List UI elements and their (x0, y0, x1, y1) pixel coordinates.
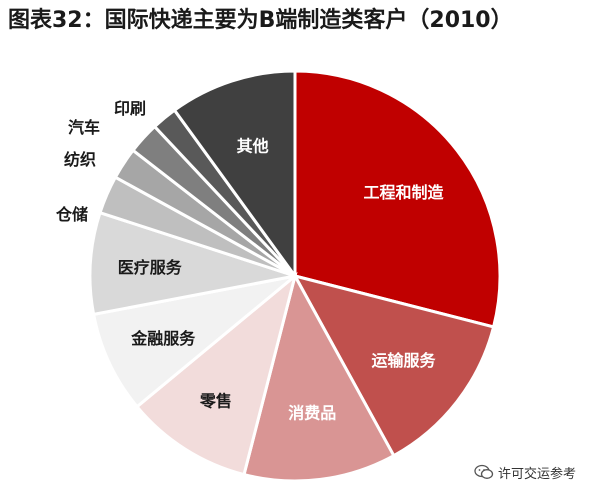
slice-label: 汽车 (68, 118, 100, 137)
slice-label: 纺织 (64, 150, 96, 169)
slice-label: 医疗服务 (118, 258, 183, 277)
chart-title: 图表32：国际快递主要为B端制造类客户（2010） (8, 8, 513, 33)
pie-slice (88, 210, 296, 317)
slice-label: 零售 (199, 392, 232, 411)
pie-slice (91, 274, 296, 409)
slice-label: 印刷 (114, 99, 146, 118)
watermark-text: 许可交运参考 (498, 466, 577, 482)
slice-label: 工程和制造 (363, 183, 444, 202)
watermark: 许可交运参考 (474, 460, 576, 484)
slice-label: 其他 (237, 136, 269, 155)
wechat-icon (474, 464, 494, 479)
slice-label: 金融服务 (130, 329, 196, 348)
pie-slice (172, 69, 297, 281)
pie-slice (134, 271, 298, 477)
slice-label: 运输服务 (371, 351, 436, 370)
slice-label: 仓储 (55, 205, 88, 224)
pie-slice (292, 273, 496, 458)
pie-slice (242, 271, 396, 483)
slice-label: 消费品 (288, 403, 336, 422)
pie-slice (293, 69, 502, 329)
